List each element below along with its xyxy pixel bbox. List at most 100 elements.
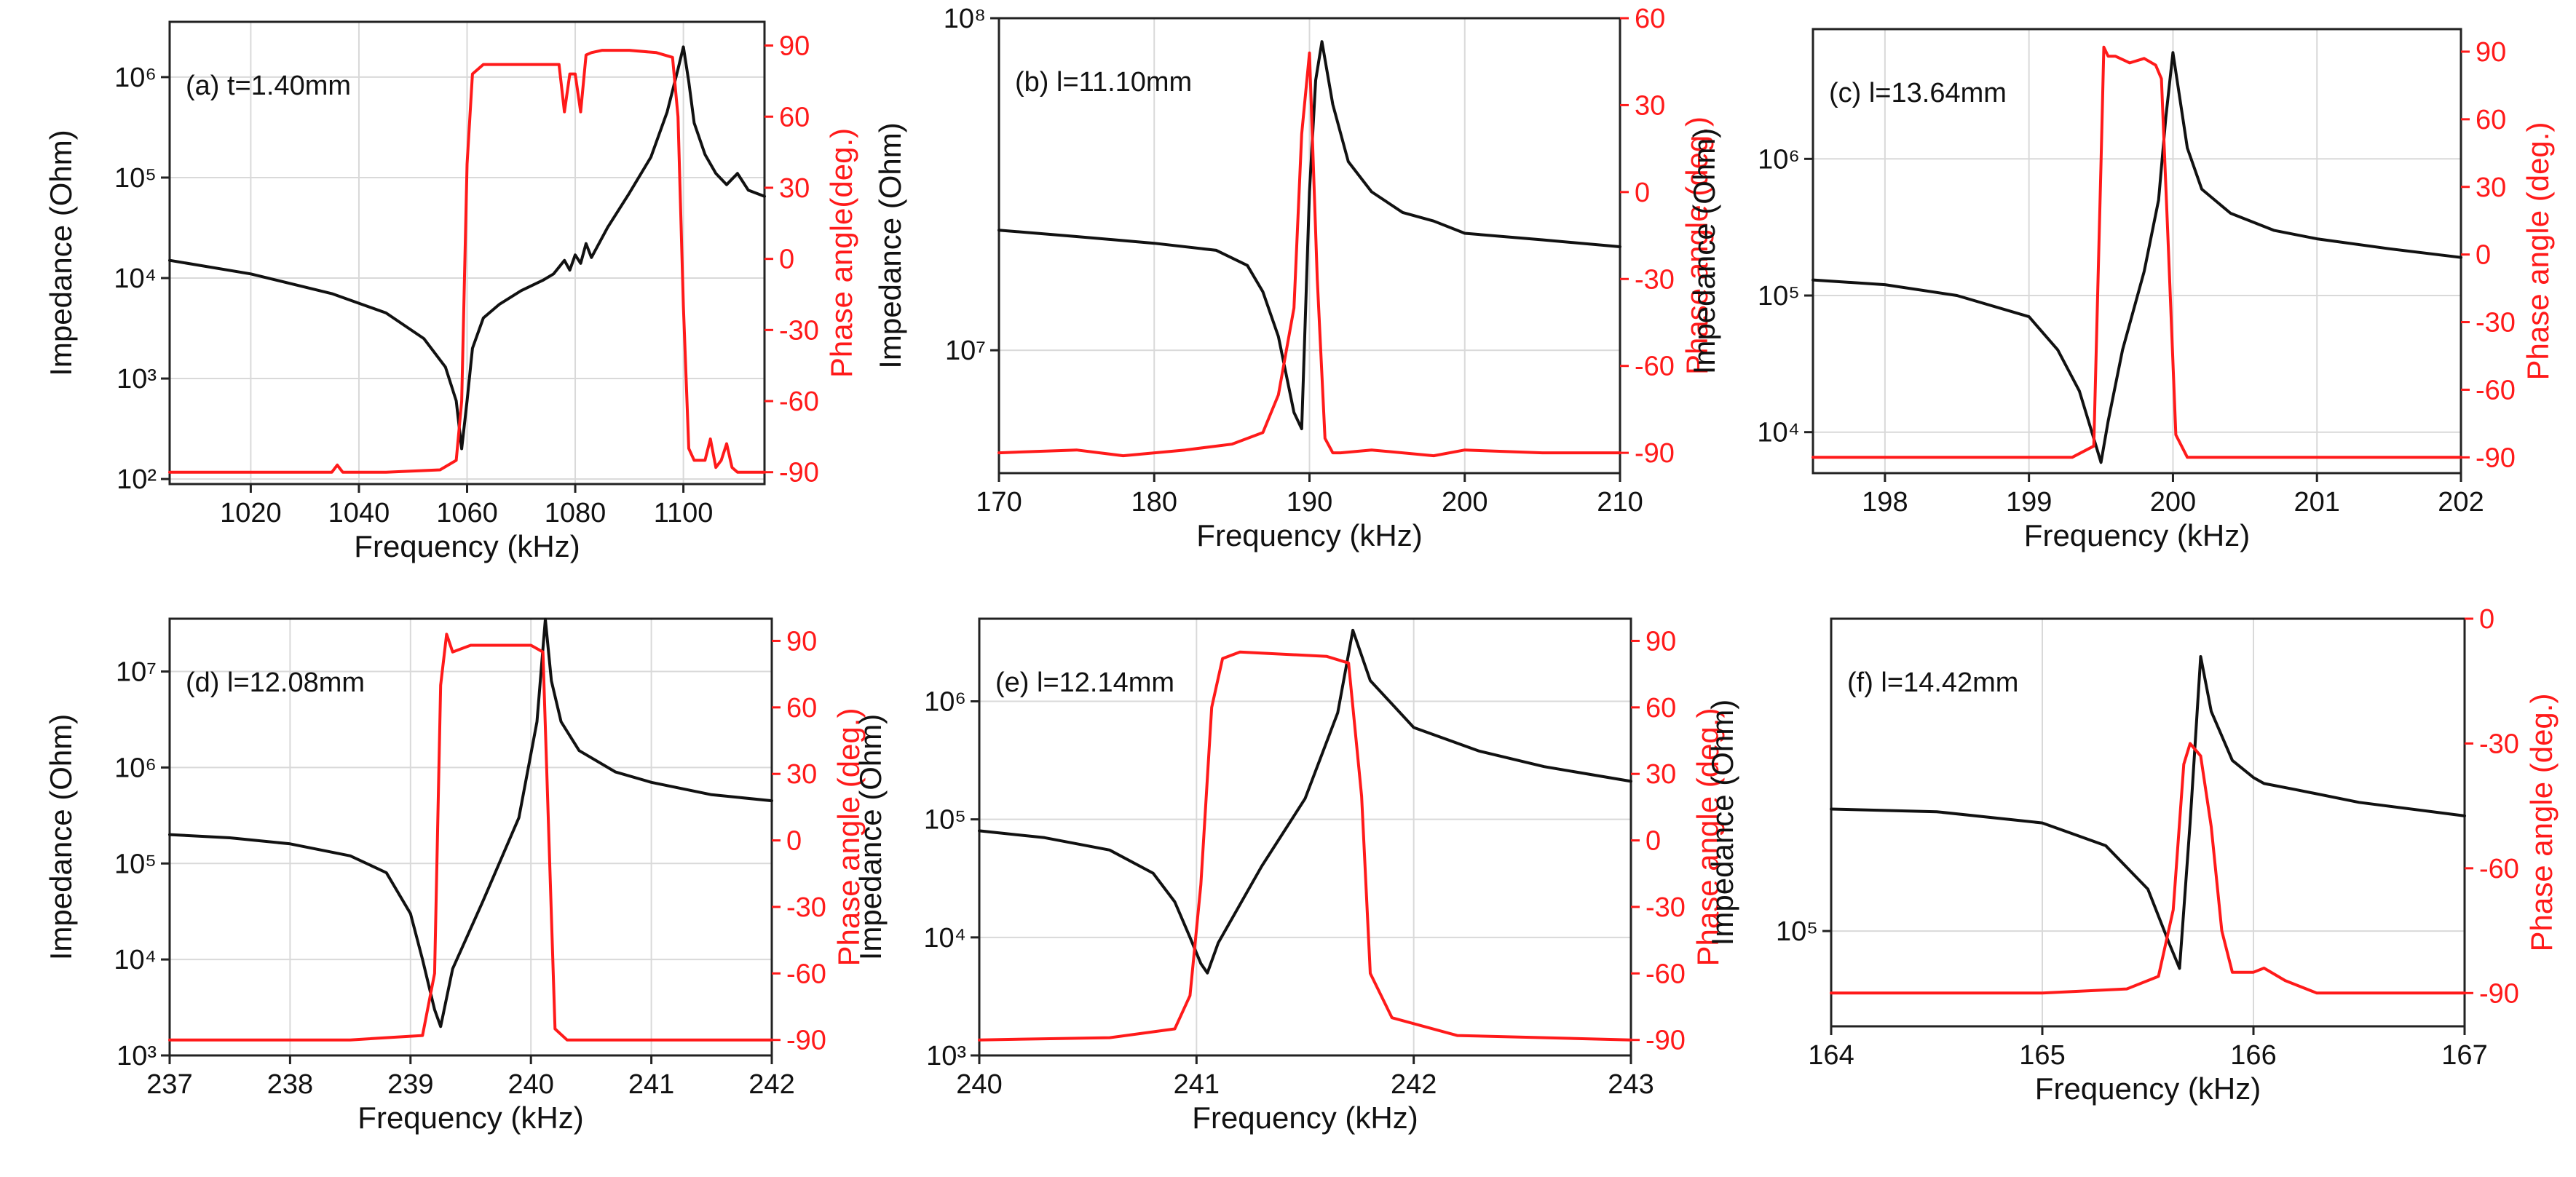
y-right-tick-label-2: 30	[786, 759, 817, 790]
x-axis-label: Frequency (kHz)	[354, 529, 580, 563]
y-left-tick-label-2: 10⁶	[1758, 144, 1800, 175]
x-tick-label-1: 1040	[328, 498, 390, 528]
x-tick-label-4: 241	[628, 1069, 674, 1100]
panel-4: 240 241 242 243 10³ 10⁴ 10⁵ 10⁶ 90 60 30 0 -30 -60 -90…	[853, 617, 1725, 1135]
y-right-tick-label-0: 90	[779, 31, 810, 62]
x-tick-label-3: 200	[1442, 487, 1487, 518]
y-right-tick-label-3: 0	[2476, 240, 2491, 271]
y-right-tick-label-4: -30	[786, 892, 826, 923]
impedance-series-line	[978, 628, 1632, 975]
panel-5: 164 165 166 167 10⁵ 0 -30 -60 -90 Frequency (kHz)…	[1705, 604, 2559, 1106]
y-right-tick-label-2: 30	[779, 173, 810, 204]
plot-frame	[168, 617, 773, 1057]
y-right-tick-label-0: 90	[2476, 37, 2506, 68]
y-axis-left-label: Impedance (Ohm)	[1705, 700, 1739, 946]
impedance-series-line	[168, 617, 773, 1029]
y-axis-left-label: Impedance (Ohm)	[853, 714, 888, 960]
x-tick-label-1: 165	[2019, 1040, 2065, 1071]
panel-label: (e) l=12.14mm	[995, 667, 1174, 698]
x-tick-label-2: 239	[387, 1069, 433, 1100]
y-right-tick-label-3: 0	[786, 826, 802, 857]
y-left-tick-label-0: 10⁷	[945, 336, 986, 366]
y-right-tick-label-5: -90	[1635, 438, 1675, 469]
y-left-tick-label-0: 10⁴	[1757, 418, 1800, 448]
x-axis-label: Frequency (kHz)	[357, 1101, 583, 1135]
y-right-tick-label-3: 0	[1645, 826, 1661, 857]
x-tick-label-0: 198	[1862, 487, 1908, 518]
panel-label: (b) l=11.10mm	[1015, 67, 1192, 98]
y-right-tick-label-1: -30	[2479, 729, 2519, 759]
y-left-tick-label-0: 10³	[116, 1041, 157, 1071]
panel-1: 170 180 190 200 210 10⁷ 10⁸ 60 30 0 -30 -60 -90 Frequ…	[873, 4, 1714, 552]
y-left-tick-label-0: 10³	[926, 1041, 966, 1071]
y-left-tick-label-2: 10⁵	[924, 805, 966, 836]
phase-series-line	[1830, 742, 2466, 995]
y-right-tick-label-0: 90	[786, 626, 817, 657]
y-axis-right-label: Phase angle (deg.)	[1680, 116, 1714, 375]
x-tick-label-2: 190	[1287, 487, 1332, 518]
y-left-tick-label-4: 10⁶	[114, 63, 157, 93]
y-right-tick-label-5: -60	[786, 959, 826, 989]
phase-series-line	[168, 633, 773, 1042]
y-right-tick-label-1: 60	[779, 102, 810, 132]
y-axis-right-label: Phase angle(deg.)	[824, 128, 858, 378]
x-tick-label-0: 240	[956, 1069, 1002, 1100]
y-right-tick-label-1: 60	[2476, 105, 2506, 135]
y-right-tick-label-1: 30	[1635, 90, 1665, 121]
panel-2: 198 199 200 201 202 10⁴ 10⁵ 10⁶ 90 60 30 0 -30 -60 -90…	[1687, 28, 2555, 552]
x-axis-label: Frequency (kHz)	[1192, 1101, 1418, 1135]
panel-3: 237 238 239 240 241 242 10³ 10⁴ 10⁵ 10⁶ 10⁷ 90 60 30 0…	[44, 617, 866, 1135]
panel-label: (f) l=14.42mm	[1847, 667, 2018, 698]
y-left-tick-label-1: 10⁴	[923, 923, 966, 954]
x-tick-label-2: 200	[2150, 487, 2196, 518]
x-tick-label-1: 241	[1174, 1069, 1220, 1100]
x-axis-label: Frequency (kHz)	[2035, 1071, 2261, 1106]
phase-series-line	[1812, 45, 2462, 459]
x-tick-label-2: 242	[1391, 1069, 1437, 1100]
y-axis-left-label: Impedance (Ohm)	[873, 122, 907, 368]
impedance-series-line	[168, 45, 766, 451]
y-left-tick-label-1: 10⁵	[1758, 281, 1800, 312]
x-tick-label-4: 1100	[654, 498, 714, 528]
y-right-tick-label-4: -30	[2476, 308, 2516, 338]
y-left-tick-label-0: 10⁵	[1776, 916, 1818, 947]
y-right-tick-label-3: -30	[1635, 264, 1675, 295]
y-right-tick-label-3: 0	[779, 245, 794, 275]
y-axis-right-label: Phase angle (deg.)	[2521, 122, 2555, 381]
x-tick-label-1: 180	[1131, 487, 1177, 518]
y-right-tick-label-2: 0	[1635, 178, 1650, 208]
phase-series-line	[997, 51, 1621, 458]
panel-label: (a) t=1.40mm	[186, 71, 351, 101]
y-left-tick-label-3: 10⁵	[114, 163, 157, 194]
x-tick-label-2: 166	[2230, 1040, 2276, 1071]
x-tick-label-0: 164	[1808, 1040, 1854, 1071]
y-right-tick-label-1: 60	[1645, 693, 1676, 724]
x-tick-label-3: 1080	[545, 498, 607, 528]
y-left-tick-label-2: 10⁵	[114, 849, 157, 879]
y-axis-left-label: Impedance (Ohm)	[1687, 128, 1721, 374]
panel-label: (d) l=12.08mm	[186, 667, 365, 698]
y-right-tick-label-5: -60	[779, 387, 819, 417]
x-axis-label: Frequency (kHz)	[2024, 518, 2250, 552]
y-right-tick-label-4: -60	[1635, 352, 1675, 382]
y-axis-left-label: Impedance (Ohm)	[44, 130, 78, 376]
y-left-tick-label-4: 10⁷	[116, 657, 157, 688]
y-left-tick-label-2: 10⁴	[114, 263, 157, 294]
y-left-tick-label-0: 10²	[116, 464, 157, 495]
x-tick-label-2: 1060	[436, 498, 498, 528]
y-left-tick-label-3: 10⁶	[924, 687, 966, 718]
x-axis-label: Frequency (kHz)	[1196, 518, 1422, 552]
y-axis-right-label: Phase angle (deg.)	[831, 708, 866, 967]
y-axis-right-label: Phase angle (deg.)	[2524, 694, 2559, 952]
x-tick-label-4: 210	[1597, 487, 1643, 518]
y-left-tick-label-1: 10⁴	[114, 945, 157, 975]
impedance-series-line	[1812, 51, 2462, 464]
panel-0: 1020 1040 1060 1080 1100 10² 10³ 10⁴ 10⁵ 10⁶ 90 60 3…	[44, 20, 858, 563]
x-tick-label-3: 243	[1608, 1069, 1654, 1100]
y-axis-left-label: Impedance (Ohm)	[44, 714, 78, 960]
y-right-tick-label-6: -90	[786, 1026, 826, 1056]
y-right-tick-label-0: 0	[2479, 604, 2494, 635]
y-right-tick-label-4: -30	[779, 315, 819, 346]
panel-label: (c) l=13.64mm	[1829, 78, 2007, 108]
